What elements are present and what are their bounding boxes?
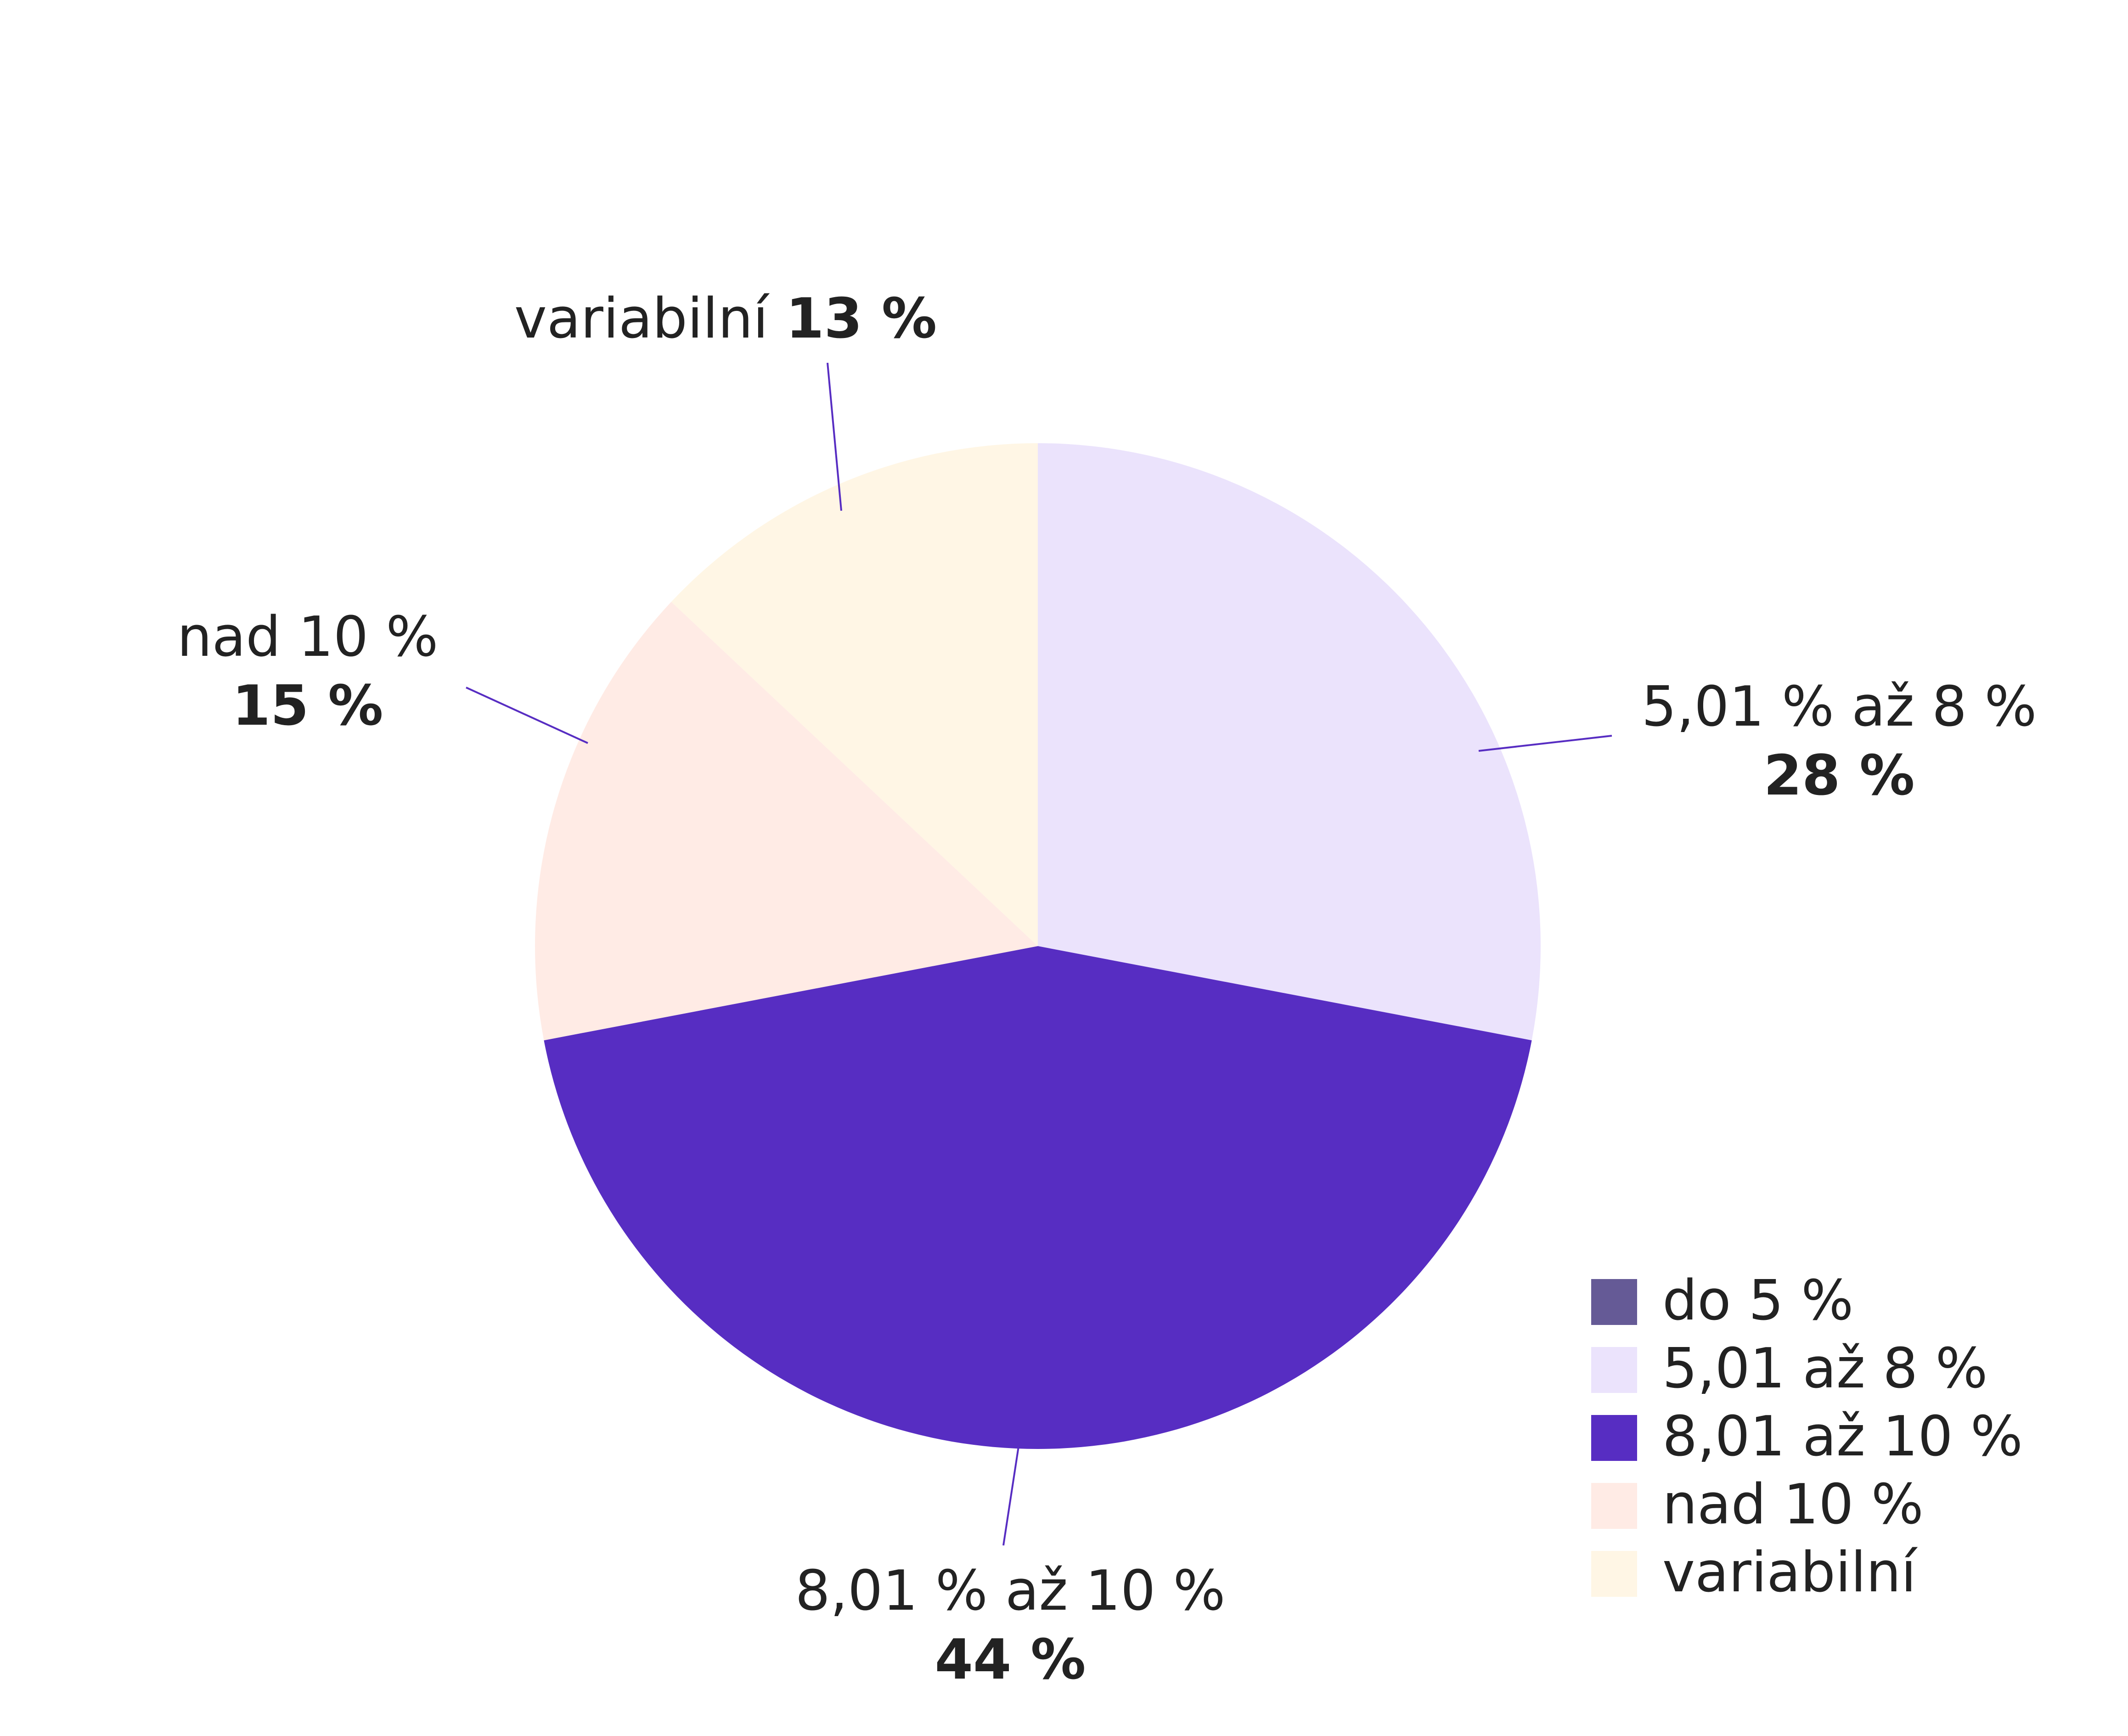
legend-label-variabilni: variabilní xyxy=(1662,1541,1918,1605)
leader-variabilni xyxy=(827,362,842,511)
legend-swatch-8-01-az-10-pct xyxy=(1591,1415,1637,1461)
legend-item-do-5-pct: do 5 % xyxy=(1591,1269,1853,1333)
slice-label-5-01-az-8-pct: 5,01 % až 8 % xyxy=(1642,675,2037,739)
legend-label-8-01-az-10-pct: 8,01 až 10 % xyxy=(1662,1405,2023,1469)
slice-value-nad-10-pct: 15 % xyxy=(232,674,383,738)
slice-8-01-az-10-pct xyxy=(544,946,1532,1449)
slice-labels: 5,01 % až 8 %28 % 8,01 % až 10 %44 % nad 1… xyxy=(177,287,2037,1692)
leader-5-01-az-8-pct xyxy=(1478,735,1612,752)
legend-label-do-5-pct: do 5 % xyxy=(1662,1269,1853,1333)
legend-swatch-variabilni xyxy=(1591,1551,1637,1597)
pie-slices xyxy=(535,443,1541,1449)
leader-lines xyxy=(466,362,1612,1546)
slice-label-8-01-az-10-pct: 8,01 % až 10 % xyxy=(795,1559,1225,1623)
legend-swatch-5-01-az-8-pct xyxy=(1591,1347,1637,1393)
slice-value-8-01-az-10-pct: 44 % xyxy=(935,1628,1086,1692)
slice-value-5-01-az-8-pct: 28 % xyxy=(1763,744,1914,808)
legend-item-5-01-az-8-pct: 5,01 až 8 % xyxy=(1591,1337,1988,1401)
slice-label-nad-10-pct: nad 10 % xyxy=(177,605,439,669)
legend-label-nad-10-pct: nad 10 % xyxy=(1662,1473,1924,1537)
legend-swatch-do-5-pct xyxy=(1591,1279,1637,1325)
leader-8-01-az-10-pct xyxy=(1002,1446,1019,1546)
legend-item-variabilni: variabilní xyxy=(1591,1541,1918,1605)
slice-label-variabilni: variabilní 13 % xyxy=(514,287,937,351)
legend-swatch-nad-10-pct xyxy=(1591,1483,1637,1529)
slice-5-01-az-8-pct xyxy=(1038,443,1541,1041)
leader-nad-10-pct xyxy=(466,687,588,744)
legend-item-8-01-az-10-pct: 8,01 až 10 % xyxy=(1591,1405,2023,1469)
slice-nad-10-pct xyxy=(535,602,1038,1041)
legend-label-5-01-az-8-pct: 5,01 až 8 % xyxy=(1662,1337,1988,1401)
slice-variabilni xyxy=(671,443,1038,946)
legend-item-nad-10-pct: nad 10 % xyxy=(1591,1473,1924,1537)
legend: do 5 %5,01 až 8 %8,01 až 10 %nad 10 %var… xyxy=(1591,1269,2023,1605)
